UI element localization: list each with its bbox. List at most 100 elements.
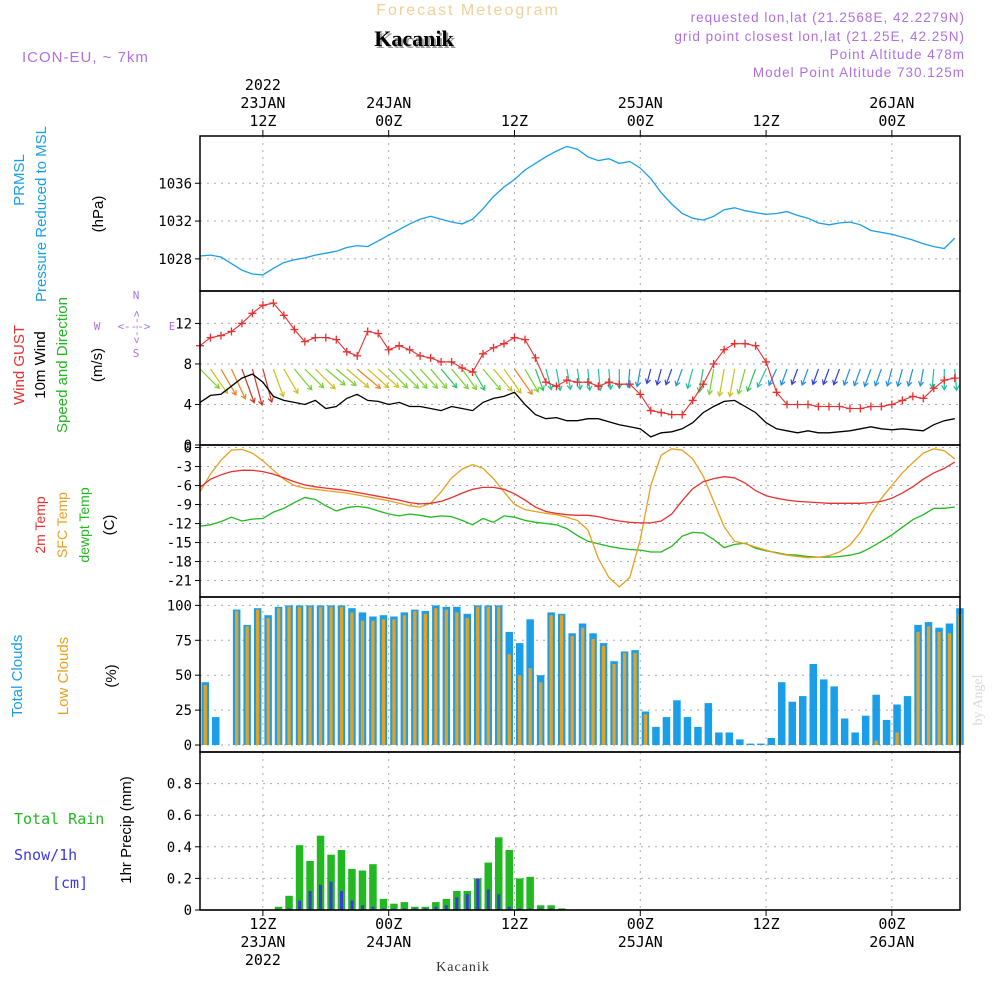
- wind-arrow: [780, 368, 788, 386]
- gust-marker: [300, 337, 309, 346]
- gust-marker: [751, 341, 760, 350]
- gust-marker: [437, 357, 446, 366]
- low-cloud-bar: [570, 636, 574, 745]
- side-label: 2m Temp: [32, 496, 48, 554]
- total-cloud-bar: [882, 719, 891, 745]
- wind-arrow-head: [393, 382, 400, 389]
- wind-arrow: [356, 368, 381, 389]
- snow-bar: [340, 891, 343, 910]
- snow-bar: [423, 908, 427, 910]
- low-cloud-bar: [455, 612, 459, 746]
- wind-arrow: [461, 368, 477, 390]
- low-cloud-bar: [633, 652, 637, 746]
- wind-arrow-head: [318, 382, 325, 389]
- low-cloud-bar: [874, 740, 878, 745]
- low-cloud-bar: [423, 613, 427, 746]
- wind-arrow: [675, 368, 683, 386]
- low-cloud-bar: [277, 608, 281, 745]
- gust-marker: [636, 390, 645, 399]
- wind-arrow-head: [533, 386, 539, 393]
- wind-speed-line: [199, 373, 955, 438]
- wind-arrow-head: [745, 386, 752, 393]
- wind-arrow: [314, 368, 336, 390]
- wind-arrow: [919, 368, 924, 386]
- total-cloud-bar: [851, 732, 859, 746]
- rain-bar: [285, 895, 293, 910]
- y-tick-label: 12: [175, 316, 192, 332]
- gust-marker: [395, 341, 404, 350]
- y-tick-label: -15: [167, 536, 192, 552]
- y-tick-label: 1036: [158, 176, 192, 192]
- low-cloud-bar: [916, 631, 920, 745]
- compass-north: N: [133, 289, 140, 302]
- total-cloud-bar: [788, 701, 796, 745]
- wind-arrow-head: [616, 383, 623, 390]
- low-cloud-bar: [581, 627, 585, 745]
- requested-coords: requested lon,lat (21.2568E, 42.2279N): [691, 10, 965, 25]
- rain-bar: [557, 908, 566, 910]
- wind-arrow-head: [538, 385, 545, 392]
- wind-arrow: [822, 368, 830, 385]
- total-cloud-bar: [809, 664, 817, 745]
- gust-marker: [929, 384, 938, 393]
- low-cloud-bar: [297, 606, 302, 745]
- total-cloud-bar: [715, 732, 723, 746]
- x-label-bottom: 26JAN: [869, 933, 914, 951]
- gust-marker: [678, 410, 687, 419]
- wind-arrow-head: [586, 385, 593, 392]
- wind-arrow-head: [441, 383, 448, 390]
- wind-arrow-head: [432, 383, 439, 389]
- rain-bar: [369, 864, 377, 910]
- low-cloud-bar: [413, 611, 417, 746]
- side-label: dewpt Temp: [76, 487, 92, 562]
- gust-marker: [699, 380, 708, 389]
- panel-frame-pressure: [199, 135, 961, 292]
- snow-bar: [539, 908, 543, 910]
- wind-arrow-head: [576, 384, 583, 391]
- rain-bar: [516, 878, 524, 910]
- low-cloud-bar: [539, 682, 543, 745]
- wind-arrow-head: [727, 391, 734, 398]
- wind-arrow-head: [279, 391, 285, 398]
- wind-arrow: [534, 368, 544, 391]
- gust-marker: [877, 402, 886, 411]
- station-title-shadow: Kacanik: [376, 28, 456, 53]
- side-label: (m/s): [89, 348, 106, 382]
- gust-marker: [783, 400, 792, 409]
- compass-we-arrow: <--->: [117, 320, 150, 333]
- wind-arrow: [513, 368, 533, 395]
- gust-marker: [479, 349, 488, 358]
- gust-marker: [468, 368, 477, 377]
- wind-arrow-head: [249, 397, 256, 404]
- wind-arrow-head: [767, 380, 774, 387]
- y-tick-label: 0.2: [167, 871, 192, 887]
- model-name: ICON-EU, ~ 7km: [22, 49, 149, 66]
- gust-marker: [772, 388, 781, 397]
- snow-bar: [413, 908, 417, 910]
- low-cloud-bar: [266, 617, 270, 745]
- gust-marker: [615, 380, 624, 389]
- pressure-line: [199, 145, 956, 276]
- gust-marker: [531, 353, 540, 362]
- precip-label-snow: Snow/1h: [14, 846, 77, 864]
- wind-arrow-head: [463, 383, 469, 390]
- wind-arrow: [409, 368, 428, 389]
- low-cloud-bar: [549, 615, 553, 746]
- panel-frame-temp: [199, 444, 961, 598]
- wind-arrow: [419, 368, 438, 389]
- gust-marker: [657, 408, 666, 417]
- wind-arrow: [241, 368, 255, 403]
- wind-arrow-head: [480, 384, 486, 392]
- x-label-bottom: 25JAN: [618, 933, 663, 951]
- snow-bar: [434, 906, 438, 910]
- snow-bar: [518, 908, 522, 910]
- compass-west: W: [94, 320, 101, 333]
- wind-arrow-head: [655, 379, 662, 386]
- low-cloud-bar: [360, 620, 365, 745]
- wind-arrow: [897, 368, 903, 387]
- low-cloud-bar: [601, 645, 606, 745]
- total-cloud-bar: [736, 739, 744, 745]
- low-cloud-bar: [937, 631, 941, 745]
- wind-arrow-head: [383, 382, 390, 389]
